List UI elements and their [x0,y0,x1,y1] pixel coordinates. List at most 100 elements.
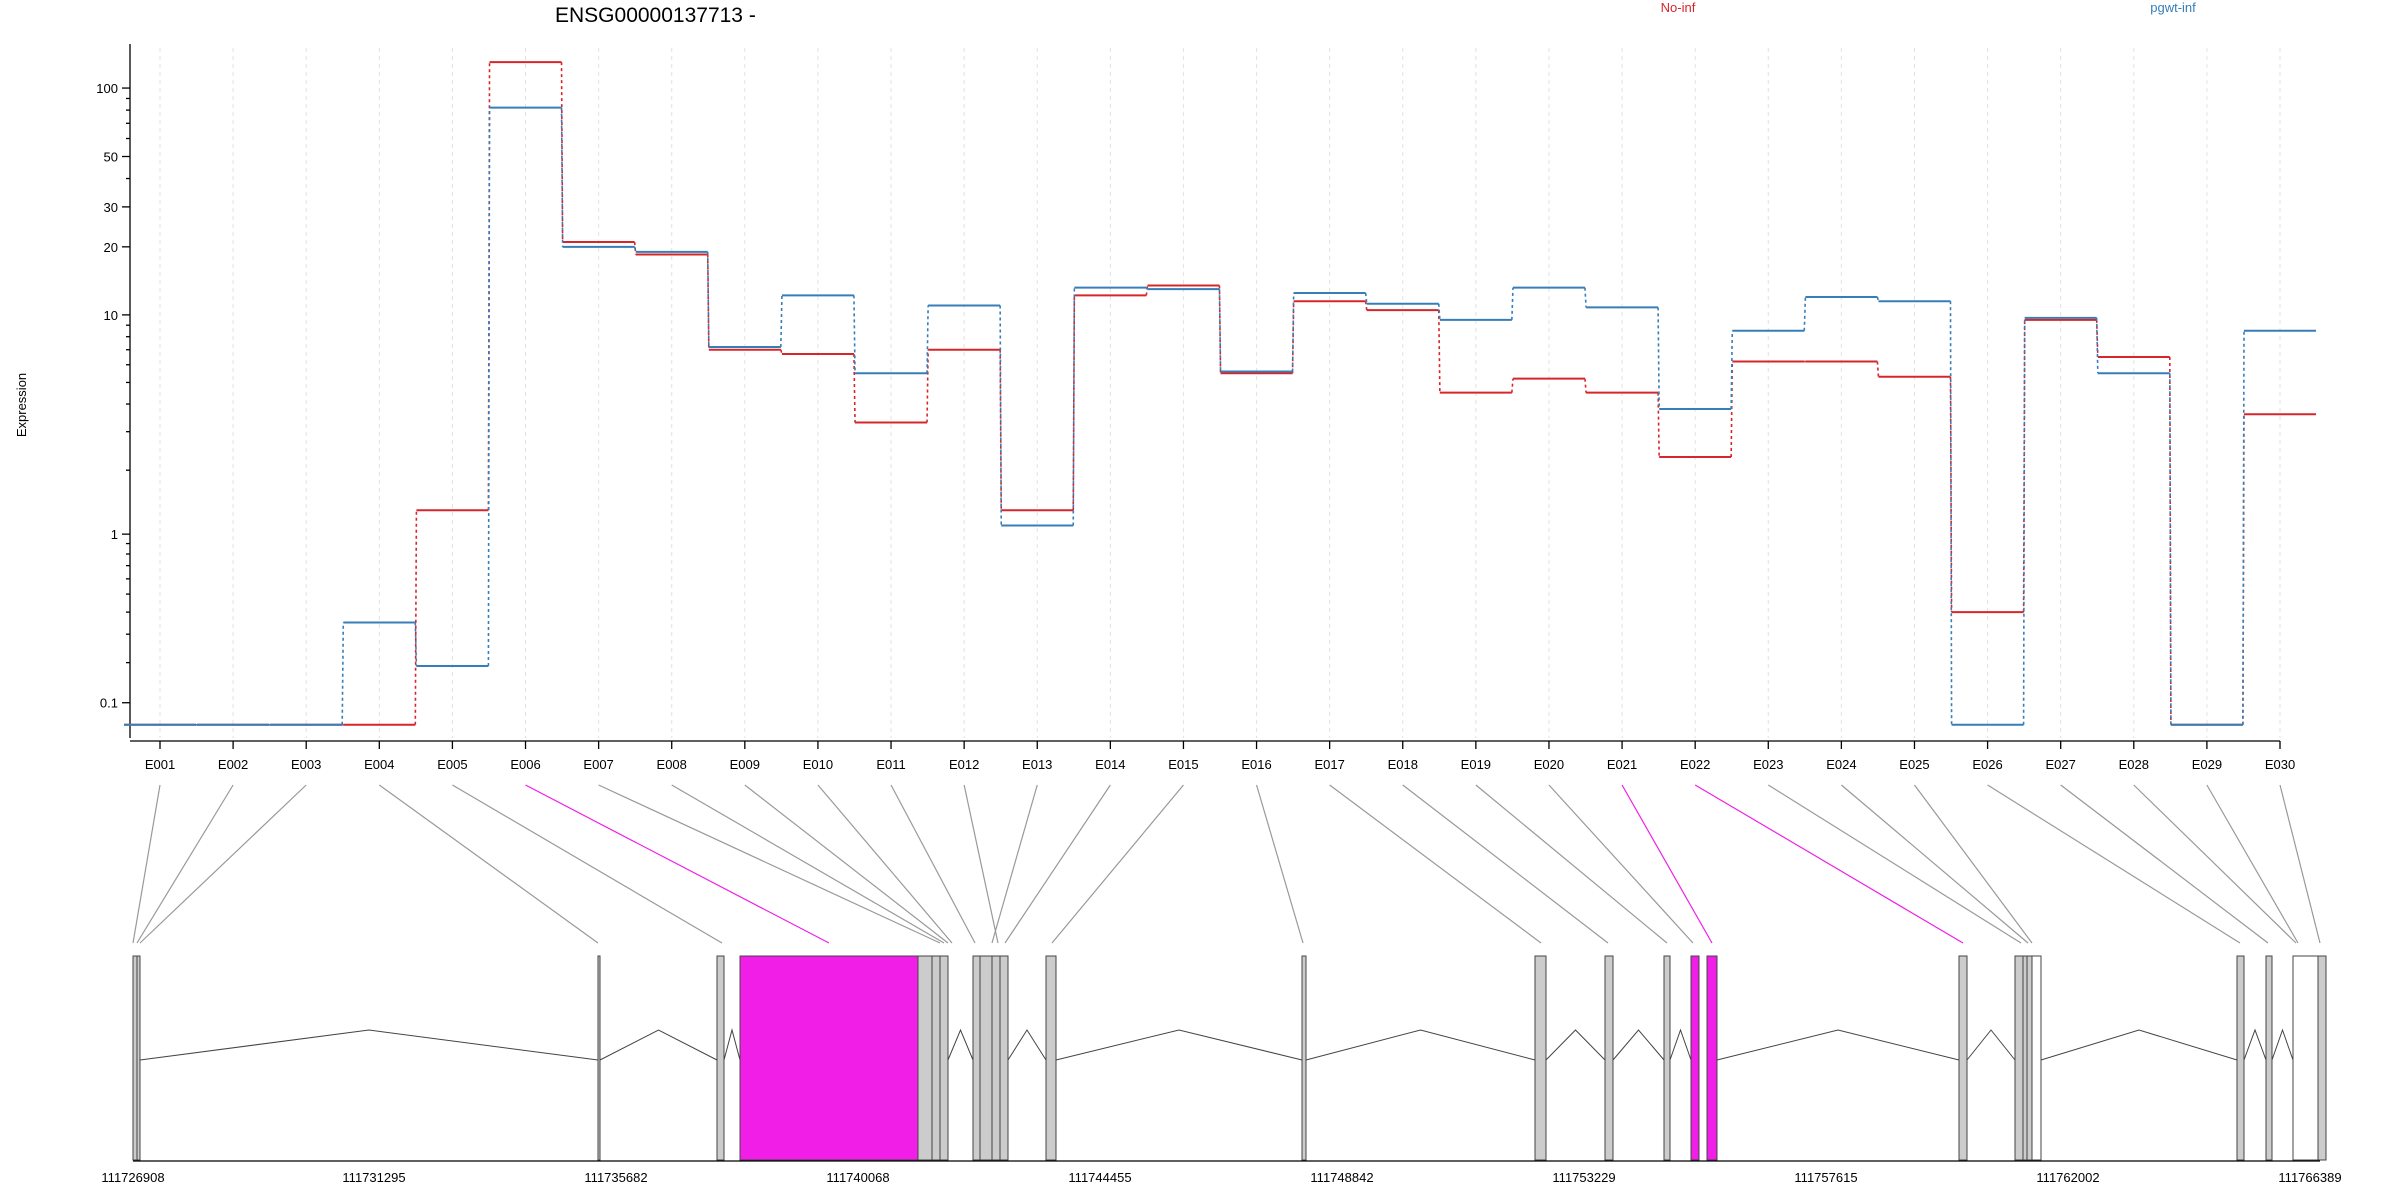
series-connector [1511,287,1514,320]
exon-block [917,955,933,1161]
exon-connector [1475,784,1668,944]
gene-model [132,955,2327,1161]
coord-tick-label: 111766389 [2278,1170,2341,1185]
exon-block [1301,955,1307,1161]
intron-line [1669,1028,1692,1061]
x-tick-label: E007 [583,757,613,772]
series-connector [999,349,1003,511]
series-connector [1364,292,1368,304]
x-tick-label: E011 [876,757,905,772]
x-tick-label: E008 [657,757,687,772]
y-axis: 0.1 1 10 20 30 50 100 [96,44,131,738]
x-tick-label: E026 [1972,757,2002,772]
series-connector [780,295,783,348]
exon-connector [598,784,941,944]
exon-connector [671,784,945,944]
series-connector [926,349,929,423]
exon-connector [452,784,723,944]
exon-connector [2133,784,2297,944]
grid-lines [159,48,2281,738]
exon-connector [817,784,953,944]
exon-connector [890,784,976,944]
series-connector [999,305,1003,526]
series-connector [2168,373,2172,725]
exon-connector [1621,784,1713,944]
series-connector [2242,330,2245,725]
genomic-coordinate-axis: 111726908 111731295 111735682 111740068 1117… [101,1160,2342,1185]
series-connector [414,510,418,725]
series-connector [1657,392,1660,458]
x-tick-label: E025 [1899,757,1929,772]
intron-line [599,1029,718,1061]
exon-connector [991,784,1038,944]
x-axis: E001 E002 E003 E004 E005 E006 E007 E008 E009 E010… [130,740,2295,772]
x-tick-label: E024 [1826,757,1856,772]
x-tick-label: E010 [803,757,833,772]
exon-connector [1914,784,2033,944]
series-connector [560,107,564,247]
series-connector [1145,285,1149,296]
x-tick-label: E012 [949,757,979,772]
x-tick-label: E005 [437,757,467,772]
x-tick-label: E021 [1607,757,1637,772]
x-tick-label: E015 [1168,757,1198,772]
series-connector [1364,301,1368,311]
intron-line [2271,1028,2294,1061]
intron-line [723,1028,741,1061]
coord-tick-label: 111753229 [1552,1170,1615,1185]
intron-line [1055,1029,1303,1061]
intron-line [1966,1029,2016,1061]
x-tick-label: E004 [364,757,394,772]
exon-block [939,955,949,1161]
coord-tick-label: 111744455 [1068,1170,1131,1185]
intron-line [1545,1029,1606,1061]
series-connector [926,305,929,374]
exon-block [1663,955,1671,1161]
x-tick-label: E022 [1680,757,1710,772]
coord-tick-label: 111757615 [1794,1170,1857,1185]
series-connector [2022,317,2026,725]
coord-tick-label: 111726908 [101,1170,164,1185]
exon-block [931,955,941,1161]
y-tick-label: 0.1 [100,696,118,711]
intron-line [1007,1029,1047,1061]
exon-connector [378,784,599,944]
exon-connector [1329,784,1542,944]
series-connector [1437,303,1441,320]
exon-block [132,955,138,1161]
x-tick-label: E014 [1095,757,1125,772]
exon-block [716,955,725,1161]
exon-connector [1051,784,1184,944]
coord-tick-label: 111731295 [342,1170,405,1185]
exon-block [2014,955,2024,1161]
exon-connector [136,784,234,944]
exon-connector [525,784,830,944]
exon-block [2292,955,2319,1161]
series-connector [1218,285,1222,374]
exon-connector [1004,784,1111,944]
exon-connector [963,784,999,944]
x-tick-label: E018 [1388,757,1418,772]
series-connector [1803,296,1807,331]
y-tick-label: 10 [104,308,118,323]
y-tick-label: 30 [104,200,118,215]
exon-connector [1548,784,1694,944]
series-connector [1730,330,1734,409]
exon-connector [1694,784,1964,944]
exon-connector [2279,784,2321,944]
legend-pgwt-inf: pgwt-inf [2150,0,2196,15]
x-tick-label: E023 [1753,757,1783,772]
intron-line [2243,1028,2267,1061]
intron-line [1305,1029,1536,1061]
exon-block [999,955,1009,1161]
exon-block [1690,955,1700,1161]
series-connector [1876,361,1880,377]
intron-line [1612,1029,1665,1061]
series-connector [1291,293,1295,372]
coord-tick-label: 111740068 [826,1170,889,1185]
x-tick-label: E020 [1534,757,1564,772]
series-connector [1584,287,1587,308]
legend-no-inf: No-inf [1661,0,1696,15]
exon-block [979,955,993,1161]
